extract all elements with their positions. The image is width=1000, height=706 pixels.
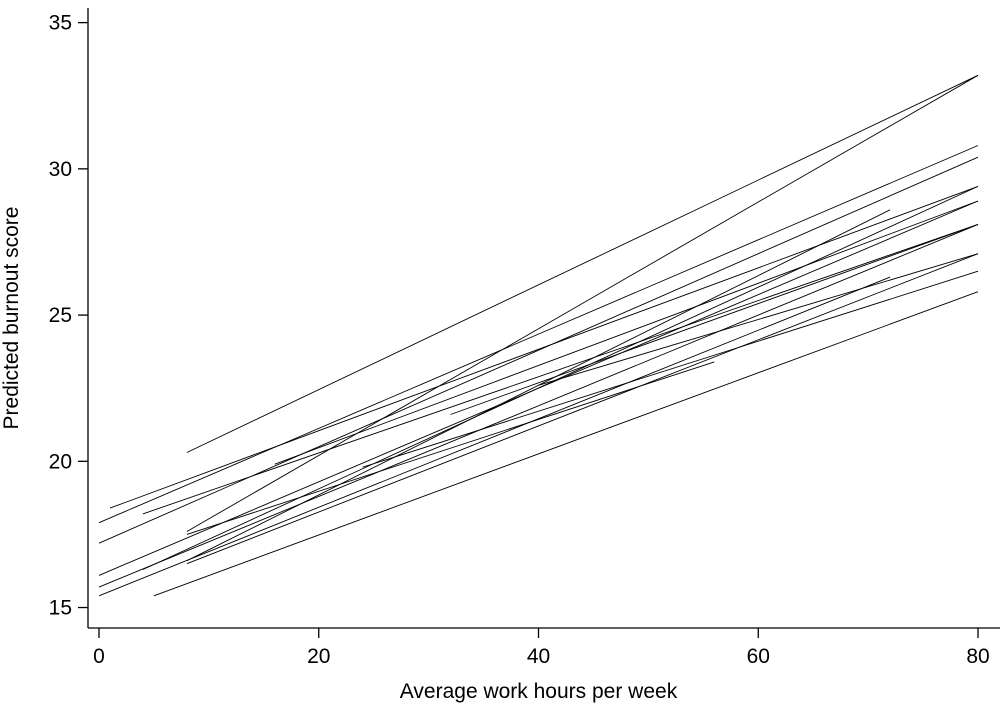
series-line-14 (362, 270, 979, 468)
series-line-7 (142, 185, 979, 570)
y-axis-title: Predicted burnout score (0, 207, 23, 430)
series-line-13 (98, 276, 891, 597)
series-line-17 (538, 253, 979, 386)
y-tick-label: 30 (49, 158, 72, 181)
series-line-5 (98, 156, 979, 544)
series-group (98, 74, 979, 597)
axes: 0 20 40 60 80 15 20 25 30 35 (49, 8, 1000, 668)
series-line-11 (98, 223, 979, 588)
series-line-3 (98, 145, 979, 524)
x-tick-label: 60 (747, 645, 770, 668)
series-line-16 (153, 291, 979, 597)
series-line-10 (274, 200, 979, 465)
series-line-2 (186, 74, 979, 532)
series-line-8 (98, 200, 979, 576)
series-line-12 (186, 253, 979, 565)
x-tick-label: 80 (966, 645, 989, 668)
x-tick-label: 20 (307, 645, 330, 668)
series-line-15 (186, 361, 715, 535)
y-tick-label: 25 (49, 304, 72, 327)
x-axis-title: Average work hours per week (400, 680, 678, 703)
series-line-4 (109, 185, 979, 509)
series-line-1 (186, 74, 979, 453)
y-tick-label: 20 (49, 450, 72, 473)
y-ticks: 15 20 25 30 35 (49, 12, 88, 620)
x-ticks: 0 20 40 60 80 (93, 628, 990, 668)
y-tick-label: 35 (49, 12, 72, 35)
series-line-18 (450, 223, 979, 415)
series-line-9 (142, 223, 979, 515)
x-tick-label: 40 (527, 645, 550, 668)
y-tick-label: 15 (49, 597, 72, 620)
x-tick-label: 0 (93, 645, 105, 668)
